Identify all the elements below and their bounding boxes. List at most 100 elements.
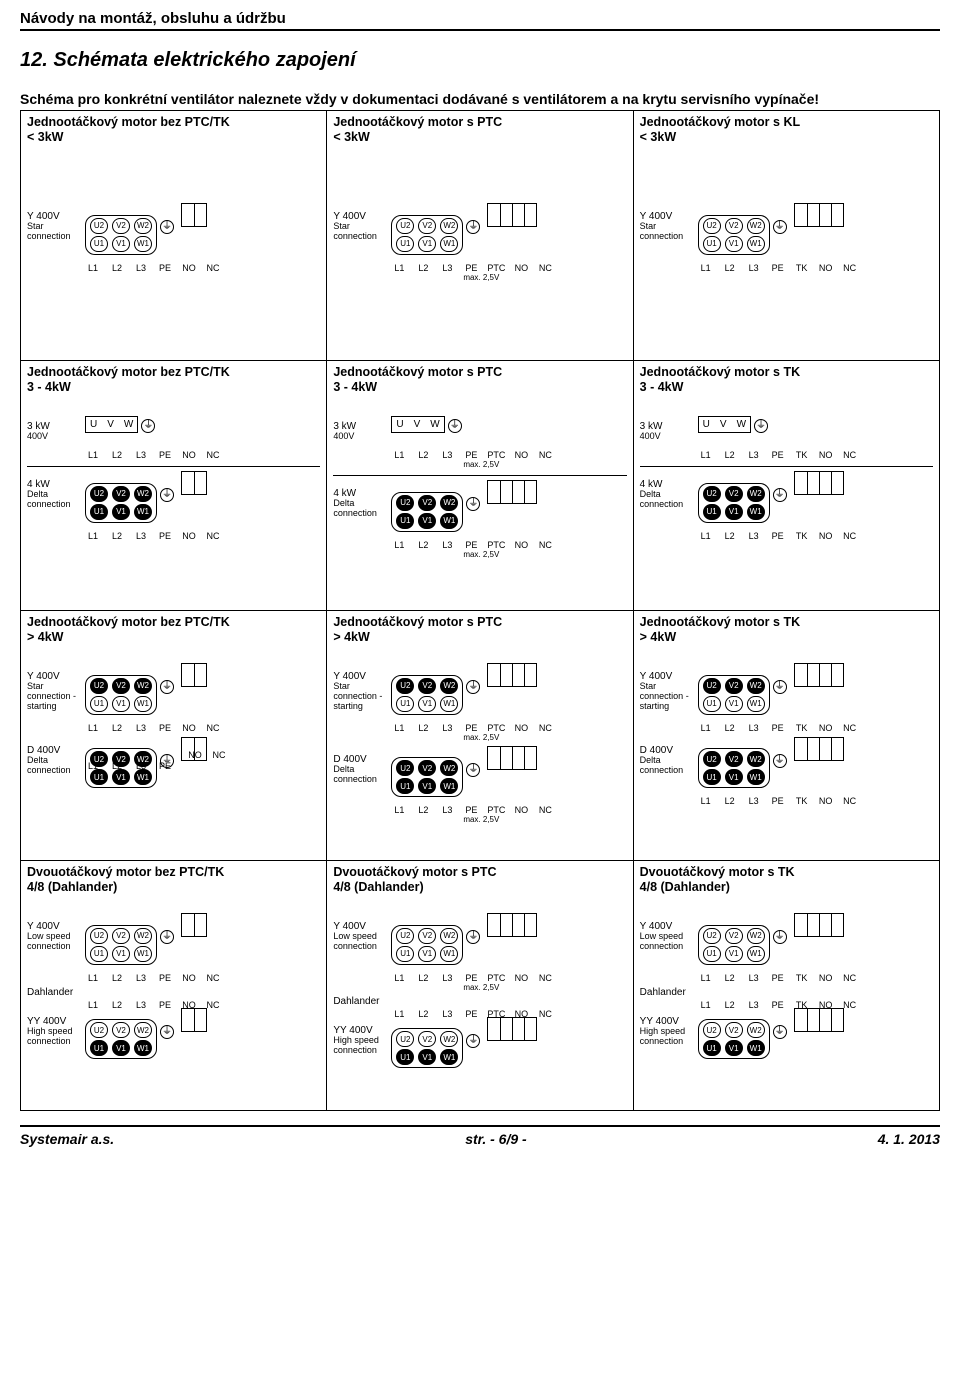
terminal-box: U2V2W2U1V1W1: [391, 925, 463, 965]
connection-label: 3 kW400V: [333, 415, 391, 442]
max-voltage-note: max. 2,5V: [391, 550, 571, 559]
max-voltage-note: max. 2,5V: [391, 983, 571, 992]
ground-icon: [466, 1034, 480, 1048]
aux-terminals: [181, 1008, 207, 1032]
connection-label: 4 kWDelta connection: [27, 473, 85, 510]
connection-label: Y 400VStar connection - starting: [27, 665, 85, 712]
ground-icon: [773, 1025, 787, 1039]
wire-labels: L1L2L3PETKNONC: [698, 531, 933, 541]
connection-label: YY 400VHigh speed connection: [27, 1010, 85, 1047]
footer-right: 4. 1. 2013: [878, 1131, 940, 1147]
schematic-cell: Jednootáčkový motor bez PTC/TK< 3kWY 400…: [21, 111, 327, 361]
ground-icon: [160, 220, 174, 234]
aux-terminals: [487, 203, 537, 227]
cell-title: Jednootáčkový motor s PTC> 4kW: [333, 615, 626, 645]
aux-terminals: [181, 737, 207, 761]
ground-icon: [466, 497, 480, 511]
terminal-box: U2V2W2U1V1W1: [85, 925, 157, 965]
schematic-cell: Dvouotáčkový motor s TK4/8 (Dahlander)Y …: [633, 861, 939, 1111]
max-voltage-note: max. 2,5V: [391, 460, 571, 469]
terminal-box: U2V2W2U1V1W1: [391, 675, 463, 715]
aux-terminals: [794, 1008, 844, 1032]
terminal-box: U2V2W2U1V1W1: [391, 492, 463, 532]
ground-icon: [773, 680, 787, 694]
connection-label: Y 400VStar connection - starting: [640, 665, 698, 712]
max-voltage-note: max. 2,5V: [391, 733, 571, 742]
connection-label: D 400VDelta connection: [333, 748, 391, 785]
terminal-box: U2V2W2U1V1W1: [698, 925, 770, 965]
page-footer: Systemair a.s. str. - 6/9 - 4. 1. 2013: [20, 1125, 940, 1147]
connection-label: Y 400VStar connection - starting: [333, 665, 391, 712]
aux-terminals: [794, 913, 844, 937]
cell-title: Jednootáčkový motor bez PTC/TK3 - 4kW: [27, 365, 320, 395]
cell-title: Dvouotáčkový motor s PTC4/8 (Dahlander): [333, 865, 626, 895]
connection-label: YY 400VHigh speed connection: [333, 1019, 391, 1056]
max-voltage-note: max. 2,5V: [391, 815, 571, 824]
terminal-box: U2V2W2U1V1W1: [85, 483, 157, 523]
connection-label: Y 400VLow speed connection: [333, 915, 391, 952]
cell-title: Jednootáčkový motor bez PTC/TK< 3kW: [27, 115, 320, 145]
wire-labels: L1L2L3PENONC: [85, 263, 320, 273]
wire-labels: L1L2L3PEPTCNONC: [391, 723, 626, 733]
aux-terminals: [487, 913, 537, 937]
dahlander-label: Dahlander: [333, 996, 626, 1007]
dahlander-label: Dahlander: [27, 987, 320, 998]
schematic-cell: Dvouotáčkový motor bez PTC/TK4/8 (Dahlan…: [21, 861, 327, 1111]
wire-labels: L1L2L3PENONC: [85, 531, 320, 541]
terminal-strip: UVW: [698, 416, 751, 433]
wire-labels: L1L2L3PETKNONC: [698, 263, 933, 273]
terminal-box: U2V2W2U1V1W1: [391, 757, 463, 797]
terminal-box: U2V2W2U1V1W1: [698, 483, 770, 523]
doc-header: Návody na montáž, obsluhu a údržbu: [20, 10, 940, 31]
connection-label: 3 kW400V: [640, 415, 698, 442]
terminal-box: U2V2W2U1V1W1: [85, 675, 157, 715]
aux-terminals: [181, 913, 207, 937]
schematic-cell: Jednootáčkový motor s PTC3 - 4kW 3 kW400V…: [327, 361, 633, 611]
connection-label: 3 kW400V: [27, 415, 85, 442]
terminal-box: U2V2W2U1V1W1: [85, 215, 157, 255]
cell-title: Jednootáčkový motor s PTC3 - 4kW: [333, 365, 626, 395]
wire-labels: L1L2L3PENONC: [85, 723, 320, 733]
aux-terminals: [794, 737, 844, 761]
wire-labels: L1L2L3PEPTCNONC: [391, 973, 626, 983]
terminal-box: U2V2W2U1V1W1: [391, 215, 463, 255]
schematic-cell: Jednootáčkový motor s TK3 - 4kW3 kW400VU…: [633, 361, 939, 611]
intro-text: Schéma pro konkrétní ventilátor naleznet…: [20, 90, 940, 108]
schematic-cell: Dvouotáčkový motor s PTC4/8 (Dahlander) Y…: [327, 861, 633, 1111]
aux-terminals: [794, 471, 844, 495]
schematic-cell: Jednootáčkový motor s PTC < 3kWY 400VSta…: [327, 111, 633, 361]
cell-title: Jednootáčkový motor s PTC < 3kW: [333, 115, 626, 145]
ground-icon: [466, 763, 480, 777]
wire-labels: L1L2L3PEPTCNONC: [391, 540, 626, 550]
cell-title: Jednootáčkový motor s TK3 - 4kW: [640, 365, 933, 395]
ground-icon: [773, 930, 787, 944]
aux-terminals: [487, 663, 537, 687]
ground-icon: [160, 680, 174, 694]
cell-title: Jednootáčkový motor s TK> 4kW: [640, 615, 933, 645]
cell-title: Dvouotáčkový motor s TK4/8 (Dahlander): [640, 865, 933, 895]
wire-labels: L1L2L3PETKNONC: [698, 723, 933, 733]
connection-label: Y 400VLow speed connection: [27, 915, 85, 952]
wire-labels: L1L2L3PEPTCNONC: [391, 263, 626, 273]
ground-icon: [773, 754, 787, 768]
schematic-cell: Jednootáčkový motor s PTC> 4kW Y 400VStar…: [327, 611, 633, 861]
terminal-box: U2V2W2U1V1W1: [698, 748, 770, 788]
terminal-box: U2V2W2U1V1W1: [698, 215, 770, 255]
footer-center: str. - 6/9 -: [465, 1131, 526, 1147]
wire-labels: L1L2L3PETKNONC: [698, 796, 933, 806]
schematic-cell: Jednootáčkový motor s TK> 4kW Y 400VStar …: [633, 611, 939, 861]
wire-labels: L1L2L3PENONC: [85, 973, 320, 983]
terminal-box: U2V2W2U1V1W1: [391, 1028, 463, 1068]
cell-title: Jednootáčkový motor bez PTC/TK> 4kW: [27, 615, 320, 645]
aux-terminals: [181, 663, 207, 687]
ground-icon: [773, 488, 787, 502]
connection-label: 4 kWDelta connection: [640, 473, 698, 510]
section-title: 12. Schémata elektrického zapojení: [20, 49, 940, 72]
terminal-box: U2V2W2U1V1W1: [698, 1019, 770, 1059]
dahlander-label: Dahlander: [640, 987, 933, 998]
connection-label: D 400VDelta connection: [27, 739, 85, 776]
ground-icon: [754, 419, 768, 433]
wire-labels: L1L2L3PEPTCNONC: [391, 805, 626, 815]
footer-left: Systemair a.s.: [20, 1131, 114, 1147]
ground-icon: [160, 930, 174, 944]
